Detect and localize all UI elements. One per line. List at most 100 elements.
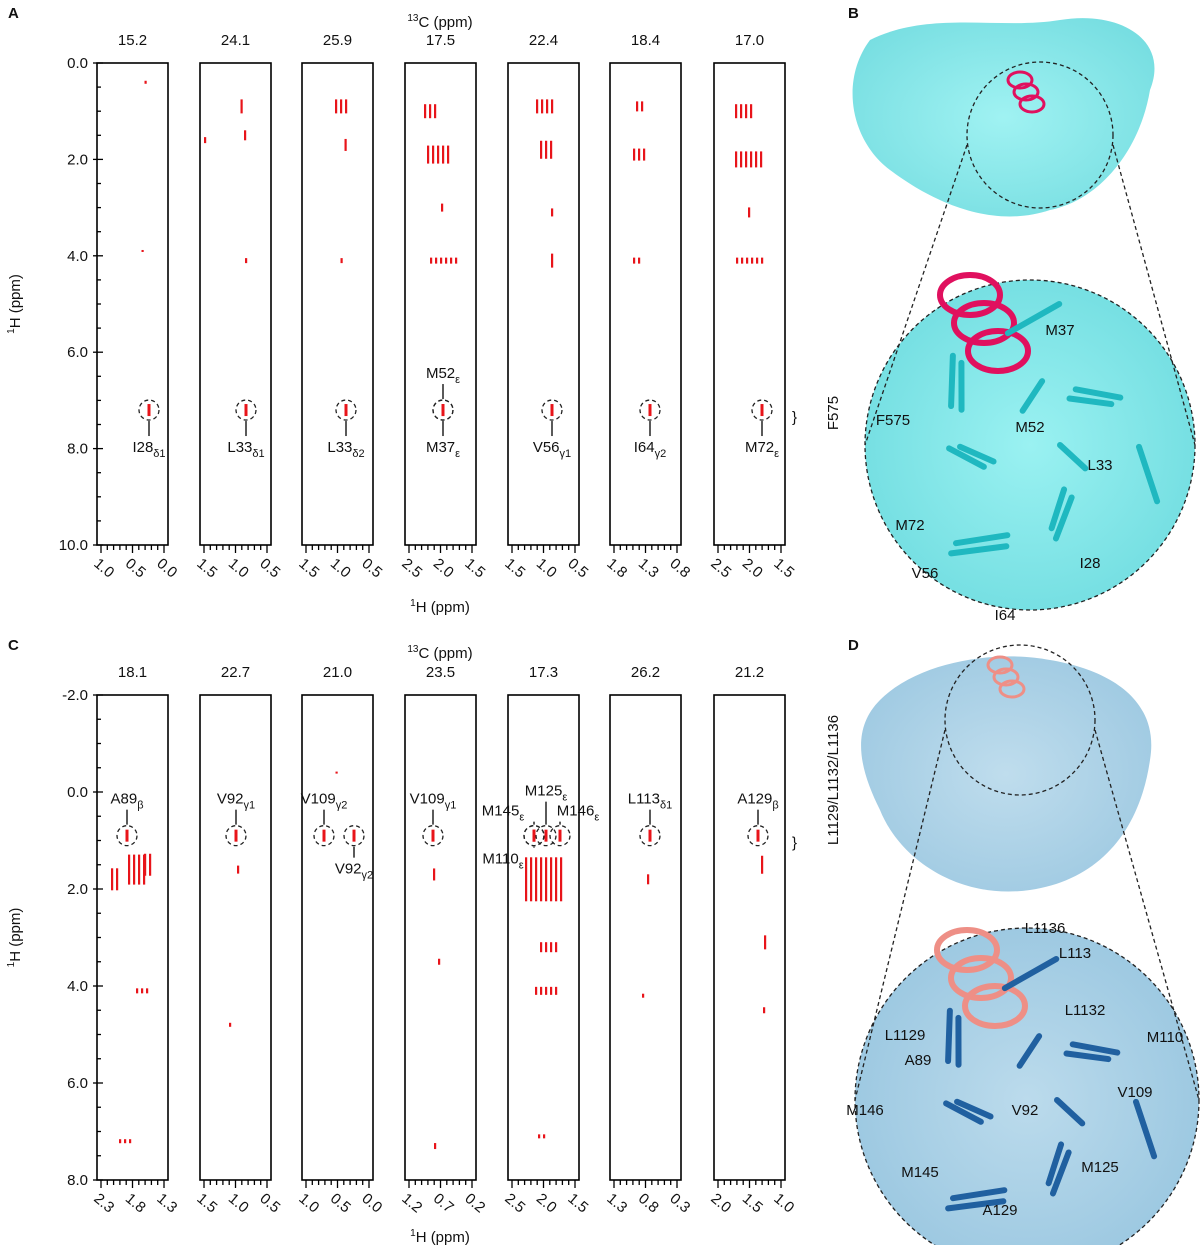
x-tick-label: 1.5 — [739, 1190, 766, 1216]
strip-frame — [713, 694, 786, 1181]
y-tick-label: 0.0 — [67, 55, 88, 72]
zoom-circle — [944, 644, 1096, 796]
x-tick-label: 2.5 — [398, 555, 425, 581]
peak — [550, 986, 553, 995]
x-tick-label: 1.3 — [635, 555, 662, 581]
subscript: γ1 — [560, 448, 572, 460]
peak-label: M125ε — [525, 783, 568, 804]
y-tick-label: 6.0 — [67, 344, 88, 361]
big-surface — [865, 280, 1195, 610]
x-tick-label: 2.0 — [533, 1190, 560, 1216]
peak — [345, 99, 348, 114]
peak-circle — [535, 825, 557, 847]
peak-label: A89β — [110, 791, 143, 812]
superscript: 13 — [407, 644, 419, 655]
peak — [551, 99, 554, 114]
label-text: H (ppm) — [7, 908, 24, 962]
peak-circle — [639, 825, 661, 847]
peak — [746, 257, 749, 264]
peak-label: V92γ2 — [335, 861, 373, 882]
peak — [119, 1139, 122, 1144]
label-text: M52 — [426, 365, 455, 382]
strip-frame — [199, 694, 272, 1181]
peak — [551, 253, 554, 268]
strip-frame — [609, 694, 682, 1181]
stick — [1072, 386, 1124, 401]
stick — [1045, 1141, 1065, 1187]
peak-circle — [751, 399, 773, 421]
subscript: ε — [519, 812, 524, 824]
peak — [116, 868, 119, 891]
stick — [945, 1198, 1007, 1212]
peak — [146, 988, 149, 994]
helix-small — [1018, 94, 1046, 114]
peak — [735, 104, 738, 119]
peak — [760, 404, 764, 417]
strip-header: 17.0 — [735, 32, 764, 49]
peak — [540, 986, 543, 995]
peak — [536, 99, 539, 114]
strip-frame — [301, 62, 374, 546]
peak — [442, 145, 445, 164]
subscript: ε — [455, 448, 460, 460]
superscript: 1 — [6, 328, 17, 334]
superscript: 13 — [407, 13, 419, 24]
subscript: γ2 — [362, 870, 374, 882]
residue-label: I28 — [1080, 555, 1101, 572]
peak — [761, 855, 764, 874]
residue-label: M125 — [1081, 1159, 1119, 1176]
residue-label: M110 — [1147, 1029, 1183, 1046]
peak-circle — [116, 825, 138, 847]
stick — [1054, 1097, 1086, 1127]
peak-circle — [549, 825, 571, 847]
peak — [244, 404, 248, 417]
peak-label: M37ε — [426, 439, 460, 460]
subscript: β — [772, 800, 778, 812]
label-text: V109 — [301, 791, 336, 808]
label-text: L33 — [227, 439, 252, 456]
label-text: M37 — [426, 439, 455, 456]
stick — [1019, 378, 1046, 414]
peak — [138, 854, 141, 885]
peak — [764, 935, 767, 950]
residue-label: L1132 — [1065, 1002, 1106, 1019]
side-label: L1129/L1132/L1136 — [825, 715, 842, 845]
peak — [440, 257, 443, 264]
x-axis-label: 1H (ppm) — [410, 1228, 470, 1245]
helix-small — [1006, 70, 1034, 90]
x-tick-label: 0.5 — [256, 555, 283, 581]
peak — [745, 151, 748, 168]
stick — [1132, 1098, 1158, 1160]
peak — [244, 130, 247, 141]
panel-label: D — [848, 637, 859, 654]
zoom-circle — [864, 279, 1196, 611]
stick — [1016, 1033, 1043, 1069]
peak — [735, 151, 738, 168]
x-tick-label: 1.0 — [770, 1190, 797, 1216]
x-tick-label: 1.0 — [533, 555, 560, 581]
x-tick-label: 1.3 — [603, 1190, 630, 1216]
peak — [435, 257, 438, 264]
peak — [433, 868, 436, 881]
x-tick-label: 0.8 — [635, 1190, 662, 1216]
stick — [1001, 955, 1060, 992]
peak — [648, 829, 652, 842]
peak — [545, 942, 548, 953]
x-tick-label: 2.5 — [707, 555, 734, 581]
x-tick-label: 1.0 — [327, 555, 354, 581]
peak — [550, 404, 554, 417]
residue-label: M52 — [1015, 419, 1044, 436]
strip-header: 22.4 — [529, 32, 558, 49]
peak — [149, 853, 152, 876]
peak-circle — [313, 825, 335, 847]
peak — [763, 1007, 766, 1014]
residue-label: V92 — [1012, 1102, 1039, 1119]
residue-label: F575 — [876, 412, 910, 429]
helix-big — [965, 328, 1031, 374]
peak — [445, 257, 448, 264]
strip-frame — [96, 62, 169, 546]
helix-small — [998, 679, 1026, 699]
x-tick-label: 1.0 — [225, 1190, 252, 1216]
helix-small — [1012, 82, 1040, 102]
peak — [740, 151, 743, 168]
